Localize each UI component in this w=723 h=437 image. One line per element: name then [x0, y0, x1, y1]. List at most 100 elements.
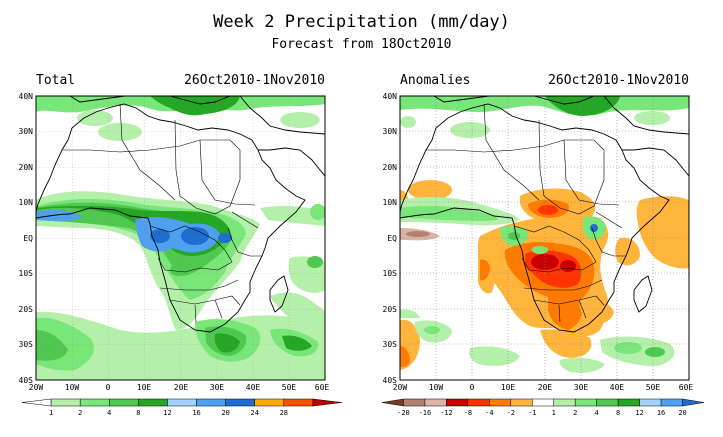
y-tick-label: 30S: [19, 340, 34, 349]
x-tick-label: 0: [470, 383, 475, 392]
x-tick-label: 20E: [538, 383, 553, 392]
colorbar-swatch: [254, 398, 285, 407]
x-tick-label: 60E: [315, 383, 330, 392]
colorbar-label: -4: [485, 409, 493, 417]
total-panel: Total 26Oct2010-1Nov2010: [19, 73, 343, 417]
colorbar-swatch: [403, 398, 426, 407]
y-tick-label: 10N: [383, 198, 398, 207]
colorbar-swatch: [79, 398, 110, 407]
colorbar-swatch: [283, 398, 314, 407]
colorbar-label: 16: [657, 409, 665, 417]
total-panel-dates: 26Oct2010-1Nov2010: [184, 73, 325, 88]
colorbar-label: 4: [595, 409, 599, 417]
y-tick-label: 40N: [383, 92, 398, 101]
x-tick-label: 20W: [29, 383, 44, 392]
colorbar-swatch: [596, 398, 619, 407]
y-tick-label: 40N: [19, 92, 34, 101]
colorbar-swatch: [21, 398, 52, 407]
y-tick-label: 30S: [383, 340, 398, 349]
colorbar-swatch: [196, 398, 226, 407]
colorbar-label: 24: [251, 409, 259, 417]
colorbar-swatch: [510, 398, 533, 407]
anomalies-map-field: [400, 96, 689, 380]
colorbar-label: 12: [635, 409, 643, 417]
colorbar-label: 20: [221, 409, 229, 417]
x-tick-label: 50E: [282, 383, 297, 392]
colorbar-label: 4: [107, 409, 111, 417]
y-tick-label: 20N: [19, 163, 34, 172]
x-tick-label: 40E: [246, 383, 261, 392]
colorbar-label: 16: [192, 409, 200, 417]
colorbar-label: -2: [507, 409, 515, 417]
anomalies-panel: Anomalies 26Oct2010-1Nov2010: [381, 73, 705, 417]
x-tick-label: 50E: [646, 383, 661, 392]
total-x-axis-labels: 20W 10W 0 10E 20E 30E 40E 50E 60E: [29, 383, 330, 392]
y-tick-label: 10S: [383, 269, 398, 278]
y-tick-label: 20S: [383, 305, 398, 314]
colorbar-swatch: [553, 398, 576, 407]
y-tick-label: 30N: [383, 127, 398, 136]
total-panel-label: Total: [36, 73, 75, 88]
colorbar-label: 20: [678, 409, 686, 417]
colorbar-label: 1: [49, 409, 53, 417]
colorbar-swatch: [138, 398, 168, 407]
anomalies-panel-label: Anomalies: [400, 73, 470, 88]
x-tick-label: 0: [106, 383, 111, 392]
y-tick-label: 40S: [19, 376, 34, 385]
y-tick-label: EQ: [387, 234, 397, 243]
y-tick-label: 10S: [19, 269, 34, 278]
x-tick-label: 10E: [501, 383, 516, 392]
colorbar-label: 8: [616, 409, 620, 417]
colorbar-swatch: [532, 398, 554, 407]
colorbar-swatch: [574, 398, 597, 407]
x-tick-label: 30E: [574, 383, 589, 392]
colorbar-swatch: [167, 398, 197, 407]
colorbar-label: 2: [573, 409, 577, 417]
y-tick-label: 40S: [383, 376, 398, 385]
total-colorbar: 1 2 4 8 12 16 20 24 28: [21, 398, 343, 417]
forecast-subtitle: Forecast from 18Oct2010: [271, 37, 452, 52]
colorbar-swatch: [467, 398, 490, 407]
x-tick-label: 10E: [137, 383, 152, 392]
anomalies-panel-dates: 26Oct2010-1Nov2010: [548, 73, 689, 88]
y-tick-label: EQ: [23, 234, 33, 243]
total-map-field: [36, 96, 325, 380]
colorbar-swatch: [660, 398, 683, 407]
colorbar-swatch: [489, 398, 512, 407]
anomalies-y-axis-labels: 40N 30N 20N 10N EQ 10S 20S 30S 40S: [383, 92, 398, 385]
x-tick-label: 40E: [610, 383, 625, 392]
page-title: Week 2 Precipitation (mm/day): [213, 12, 510, 32]
y-tick-label: 30N: [19, 127, 34, 136]
y-tick-label: 10N: [19, 198, 34, 207]
colorbar-swatch: [446, 398, 469, 407]
colorbar-swatch: [617, 398, 640, 407]
colorbar-label: 12: [163, 409, 171, 417]
x-tick-label: 20W: [393, 383, 408, 392]
x-tick-label: 30E: [210, 383, 225, 392]
colorbar-swatch: [682, 398, 705, 407]
total-y-axis-labels: 40N 30N 20N 10N EQ 10S 20S 30S 40S: [19, 92, 34, 385]
colorbar-label: -16: [419, 409, 432, 417]
anomalies-x-axis-labels: 20W 10W 0 10E 20E 30E 40E 50E 60E: [393, 383, 694, 392]
x-tick-label: 20E: [174, 383, 189, 392]
x-tick-label: 10W: [429, 383, 444, 392]
colorbar-label: 28: [280, 409, 288, 417]
colorbar-label: 1: [552, 409, 556, 417]
x-tick-label: 60E: [679, 383, 694, 392]
colorbar-swatch: [225, 398, 255, 407]
colorbar-swatch: [109, 398, 139, 407]
colorbar-label: -12: [440, 409, 453, 417]
y-tick-label: 20S: [19, 305, 34, 314]
colorbar-swatch: [424, 398, 447, 407]
colorbar-swatch: [639, 398, 662, 407]
colorbar-label: -1: [528, 409, 536, 417]
colorbar-label: -8: [464, 409, 472, 417]
colorbar-label: 2: [78, 409, 82, 417]
colorbar-label: -20: [397, 409, 410, 417]
colorbar-swatch: [50, 398, 81, 407]
colorbar-swatch: [381, 398, 404, 407]
x-tick-label: 10W: [65, 383, 80, 392]
colorbar-swatch: [312, 398, 343, 407]
y-tick-label: 20N: [383, 163, 398, 172]
